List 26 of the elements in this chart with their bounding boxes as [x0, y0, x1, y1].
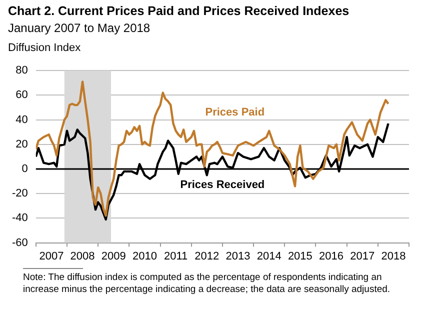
text: Note: The diffusion index is computed as the percentage of respondents indicating an increase minus the percentage indicating a decrease; the data are seasonally adjusted. — [23, 272, 392, 296]
series-label: Prices Paid — [205, 106, 265, 118]
x-tick-label: 2014 — [256, 250, 282, 262]
y-tick-label: 40 — [16, 114, 28, 126]
x-tick-label: 2007 — [39, 250, 64, 262]
chart-title: Chart 2. Current Prices Paid and Prices Received Indexes — [8, 4, 350, 18]
x-tick-label: 2011 — [164, 250, 188, 262]
x-tick-label: 2018 — [381, 250, 406, 262]
x-tick-label: 2015 — [288, 250, 312, 262]
x-tick-label: 2010 — [132, 250, 157, 262]
x-tick-label: 2009 — [101, 250, 126, 262]
y-tick-label: -20 — [12, 188, 28, 200]
y-tick-label: -60 — [12, 236, 28, 249]
series-label: Prices Received — [180, 179, 265, 192]
y-tick-label: 60 — [16, 89, 28, 102]
x-tick-label: 2012 — [194, 250, 220, 262]
x-tick-label: 2016 — [319, 250, 344, 262]
y-tick-label: 80 — [16, 64, 28, 77]
x-tick-label: 2017 — [350, 250, 375, 262]
x-tick-label: 2008 — [70, 250, 95, 262]
chart-subtitle: January 2007 to May 2018 — [8, 21, 150, 35]
y-tick-label: 20 — [16, 138, 28, 150]
y-tick-label: -40 — [12, 212, 28, 224]
x-tick-label: 2013 — [226, 250, 250, 262]
y-tick-label: 0 — [22, 163, 28, 176]
y-axis-title: Diffusion Index — [8, 42, 81, 54]
